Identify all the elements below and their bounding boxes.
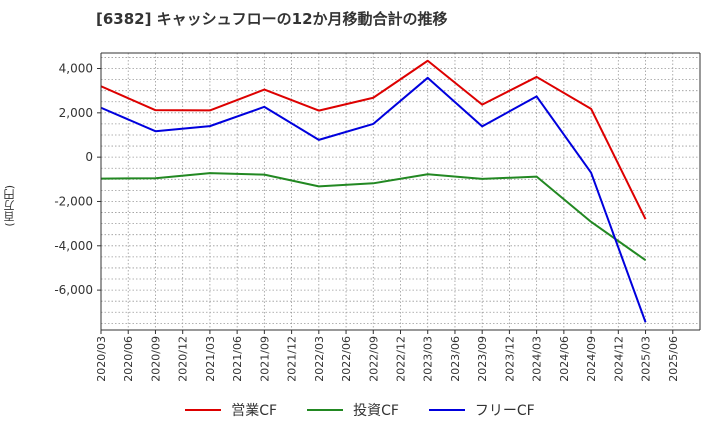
- y-tick-label: -4,000: [54, 239, 93, 253]
- x-tick-label: 2023/09: [476, 336, 489, 382]
- series-line-0: [100, 59, 647, 220]
- x-tick-label: 2021/03: [204, 336, 217, 382]
- legend-label-free-cf: フリーCF: [474, 403, 535, 419]
- legend-item-operating-cf: 営業CF: [185, 400, 277, 420]
- y-tick-label: -2,000: [54, 194, 93, 208]
- x-tick-label: 2020/03: [95, 336, 108, 382]
- y-tick-label: -6,000: [54, 283, 93, 297]
- legend-label-operating-cf: 営業CF: [231, 403, 278, 419]
- x-tick-label: 2022/09: [367, 336, 380, 382]
- x-tick-label: 2025/06: [667, 336, 680, 382]
- x-tick-label: 2023/06: [449, 336, 462, 382]
- x-tick-label: 2024/06: [558, 336, 571, 382]
- series-line-1: [100, 172, 647, 262]
- axes: [97, 52, 701, 334]
- x-tick-label: 2024/12: [612, 336, 625, 382]
- x-tick-label: 2020/12: [177, 336, 190, 382]
- x-tick-label: 2022/06: [340, 336, 353, 382]
- legend-label-investing-cf: 投資CF: [353, 403, 399, 419]
- legend-swatch-investing-cf: [307, 409, 344, 411]
- y-tick-label: 0: [85, 150, 93, 164]
- y-tick-label: 4,000: [59, 62, 93, 76]
- legend-item-free-cf: フリーCF: [428, 400, 535, 420]
- x-tick-label: 2023/03: [422, 336, 435, 382]
- x-tick-label: 2024/09: [585, 336, 598, 382]
- legend: 営業CF 投資CF フリーCF: [0, 400, 720, 420]
- x-tick-label: 2022/12: [395, 336, 408, 382]
- legend-swatch-operating-cf: [185, 409, 222, 411]
- x-tick-label: 2025/03: [640, 336, 653, 382]
- x-tick-label: 2023/12: [503, 336, 516, 382]
- y-tick-label: 2,000: [59, 106, 93, 120]
- series-layer: [100, 59, 647, 323]
- x-tick-label: 2022/03: [313, 336, 326, 382]
- grid-lines: [101, 53, 701, 330]
- x-tick-label: 2021/12: [286, 336, 299, 382]
- series-line-2: [100, 76, 647, 323]
- chart-title: [6382] キャッシュフローの12か月移動合計の推移: [96, 10, 448, 28]
- x-tick-label: 2021/09: [258, 336, 271, 382]
- x-tick-label: 2021/06: [231, 336, 244, 382]
- tick-labels: 4,000 2,000 0 -2,000 -4,000 -6,000 2020/03 2020…: [54, 62, 679, 382]
- legend-item-investing-cf: 投資CF: [307, 400, 399, 420]
- x-tick-label: 2020/06: [122, 336, 135, 382]
- x-tick-label: 2020/09: [149, 336, 162, 382]
- legend-swatch-free-cf: [428, 409, 465, 411]
- x-tick-label: 2024/03: [531, 336, 544, 382]
